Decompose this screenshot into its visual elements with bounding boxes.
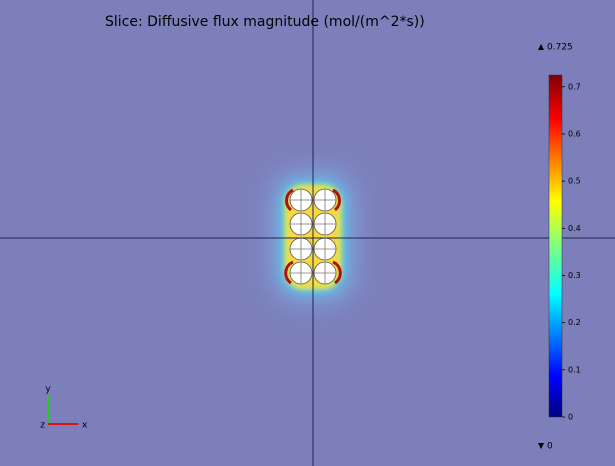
particle-cross bbox=[290, 189, 312, 211]
particle-cross bbox=[314, 262, 336, 284]
colorbar-tick-label: 0.1 bbox=[568, 365, 581, 374]
particle-cross bbox=[290, 213, 312, 235]
colorbar bbox=[548, 74, 563, 418]
particle-cross bbox=[290, 262, 312, 284]
colorbar-min: 0 bbox=[547, 442, 553, 452]
colorbar-tick-label: 0.2 bbox=[568, 318, 581, 327]
colorbar-max: 0.725 bbox=[547, 43, 573, 53]
plot-title: Slice: Diffusive flux magnitude (mol/(m^… bbox=[105, 14, 425, 30]
triad-y-label: y bbox=[45, 385, 51, 395]
max-marker bbox=[538, 44, 544, 50]
triad-z-label: z bbox=[40, 421, 45, 431]
min-marker bbox=[538, 443, 544, 449]
colorbar-tick-label: 0.7 bbox=[568, 82, 581, 91]
colorbar-tick-label: 0.4 bbox=[568, 224, 581, 233]
particle-cross bbox=[290, 238, 312, 260]
colorbar-tick-label: 0.3 bbox=[568, 271, 581, 280]
triad-x-label: x bbox=[82, 421, 88, 431]
particle-cross bbox=[314, 189, 336, 211]
particle-cross bbox=[314, 238, 336, 260]
colorbar-tick-label: 0.6 bbox=[568, 129, 581, 138]
axis-triad: y x z bbox=[40, 385, 88, 431]
particles bbox=[289, 188, 337, 285]
colorbar-tick-label: 0 bbox=[568, 413, 573, 422]
particle-cross bbox=[314, 213, 336, 235]
colorbar-tick-label: 0.5 bbox=[568, 177, 581, 186]
